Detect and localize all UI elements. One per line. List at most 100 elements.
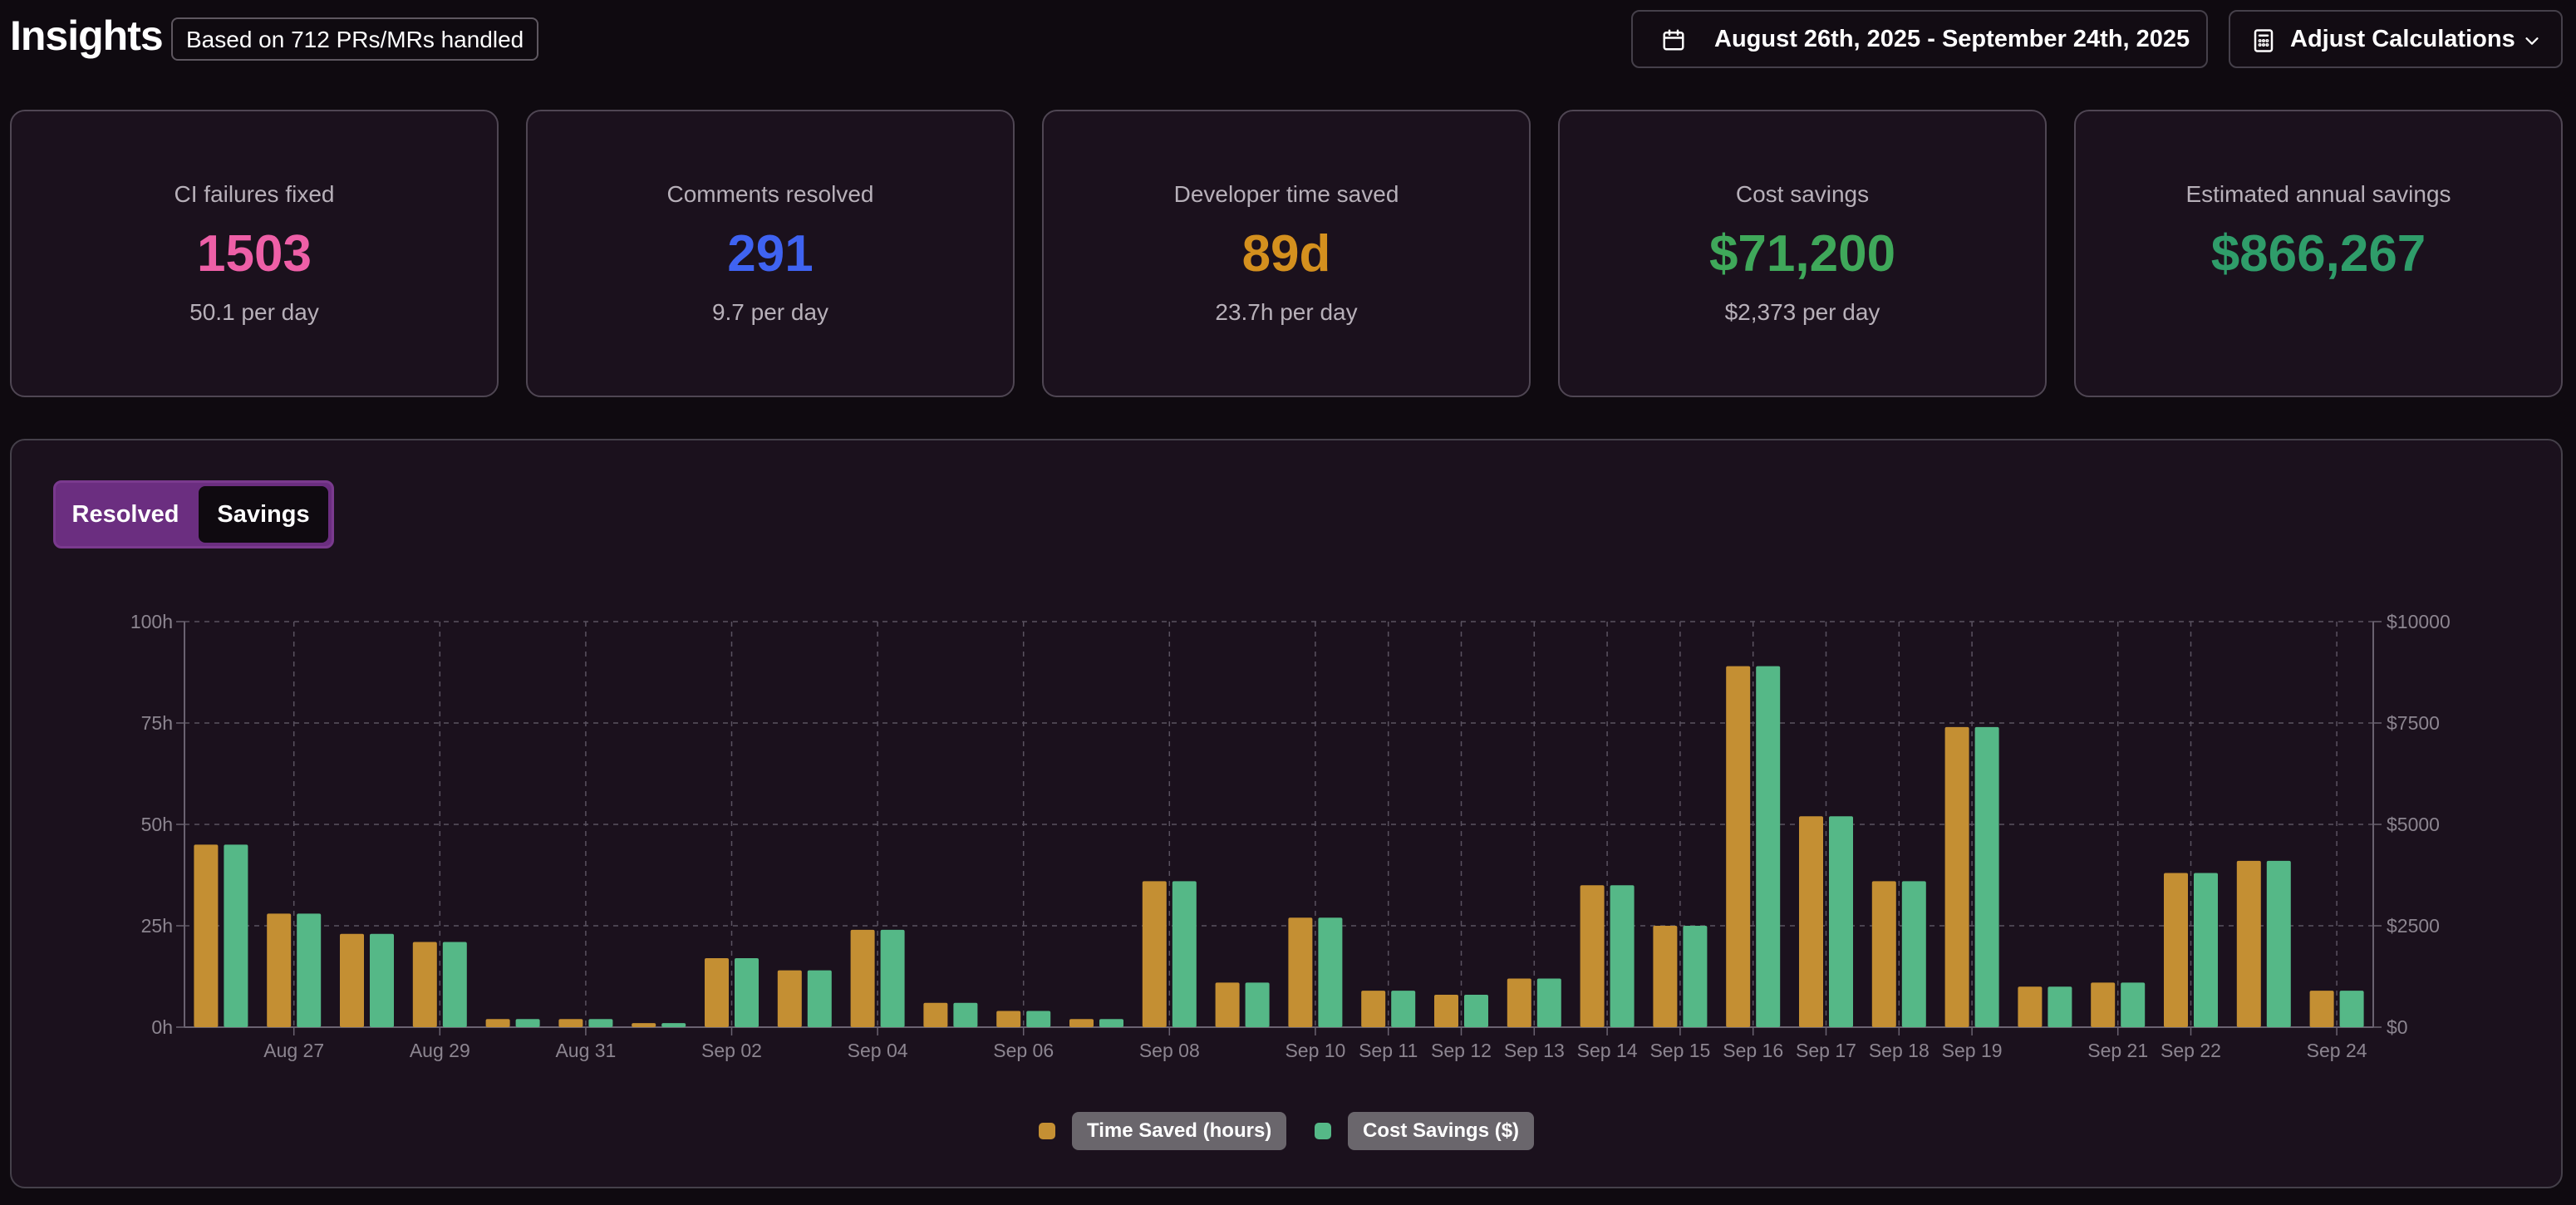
cost-savings-bar [1756, 666, 1781, 1027]
time-saved-bar [340, 933, 364, 1027]
cost-savings-bar [2121, 982, 2146, 1027]
cost-savings-bar [1829, 816, 1853, 1027]
y-right-tick-label: $10000 [2387, 611, 2451, 632]
time-saved-bar [1142, 881, 1167, 1027]
cost-savings-bar [2048, 986, 2072, 1027]
x-tick-label: Sep 21 [2087, 1040, 2148, 1061]
x-tick-label: Sep 12 [1431, 1040, 1492, 1061]
x-tick-label: Aug 27 [263, 1040, 324, 1061]
stat-card-cost-savings: Cost savings $71,200 $2,373 per day [1558, 110, 2047, 397]
stat-label: Comments resolved [666, 181, 874, 207]
x-tick-label: Sep 24 [2307, 1040, 2367, 1061]
time-saved-bar [1580, 885, 1605, 1027]
cost-savings-bar [2339, 991, 2364, 1027]
chart-legend: Time Saved (hours) Cost Savings ($) [12, 1112, 2561, 1150]
cost-savings-bar [224, 844, 248, 1027]
stat-card-ci-failures: CI failures fixed 1503 50.1 per day [10, 110, 499, 397]
y-left-tick-label: 0h [151, 1016, 173, 1038]
cost-savings-bar [515, 1019, 540, 1027]
time-saved-bar [923, 1002, 948, 1027]
time-saved-bar [1799, 816, 1823, 1027]
time-saved-bar [1434, 994, 1458, 1027]
cost-savings-bar [880, 929, 905, 1027]
stat-label: CI failures fixed [174, 181, 335, 207]
time-saved-bar [2309, 991, 2334, 1027]
cost-savings-bar [297, 913, 322, 1027]
cost-savings-bar [2266, 860, 2291, 1027]
adjust-calculations-label: Adjust Calculations [2290, 26, 2515, 52]
cost-savings-bar [1172, 881, 1197, 1027]
time-saved-bar [267, 913, 292, 1027]
x-tick-label: Sep 08 [1139, 1040, 1200, 1061]
view-toggle: Resolved Savings [53, 480, 334, 548]
time-saved-bar [412, 942, 437, 1027]
y-left-tick-label: 50h [141, 814, 173, 835]
time-saved-bar [705, 958, 729, 1027]
stat-card-comments-resolved: Comments resolved 291 9.7 per day [526, 110, 1015, 397]
time-saved-bar [194, 844, 219, 1027]
stat-subtext: 23.7h per day [1215, 299, 1358, 325]
time-saved-bar [1215, 982, 1240, 1027]
x-tick-label: Sep 02 [701, 1040, 762, 1061]
stat-label: Developer time saved [1173, 181, 1399, 207]
x-tick-label: Sep 10 [1285, 1040, 1345, 1061]
cost-savings-bar [1683, 926, 1708, 1027]
cost-savings-bar [1536, 978, 1561, 1027]
y-right-tick-label: $2500 [2387, 915, 2440, 937]
cost-savings-bar [953, 1002, 978, 1027]
time-saved-bar [2091, 982, 2116, 1027]
y-right-tick-label: $0 [2387, 1016, 2408, 1038]
y-right-tick-label: $7500 [2387, 712, 2440, 734]
x-tick-label: Sep 22 [2161, 1040, 2221, 1061]
time-saved-bar [996, 1011, 1021, 1027]
cost-savings-bar [1318, 917, 1343, 1027]
cost-savings-bar [1391, 991, 1416, 1027]
time-saved-bar [485, 1019, 510, 1027]
calculator-icon [2252, 28, 2275, 57]
x-tick-label: Sep 13 [1504, 1040, 1565, 1061]
savings-bar-chart: 0h 25h 50h 75h 100h $0 $2500 $5000 $7500 $10000 Au… [130, 611, 2451, 1061]
time-saved-bar [1871, 881, 1896, 1027]
time-saved-bar [777, 970, 802, 1027]
legend-label-time-saved: Time Saved (hours) [1072, 1112, 1287, 1150]
tab-savings[interactable]: Savings [199, 486, 328, 543]
cost-savings-bar [1974, 726, 1999, 1027]
x-tick-label: Sep 15 [1649, 1040, 1710, 1061]
cost-savings-bar [442, 942, 467, 1027]
cost-savings-bar [1610, 885, 1635, 1027]
time-saved-bar [2236, 860, 2261, 1027]
legend-swatch-cost-savings [1315, 1123, 1331, 1139]
x-tick-label: Sep 19 [1942, 1040, 2003, 1061]
legend-swatch-time-saved [1039, 1123, 1055, 1139]
stat-label: Estimated annual savings [2185, 181, 2451, 207]
y-left-tick-label: 75h [141, 712, 173, 734]
tab-resolved[interactable]: Resolved [71, 501, 179, 528]
cost-savings-bar [1901, 881, 1926, 1027]
prs-handled-badge: Based on 712 PRs/MRs handled [171, 17, 539, 61]
stat-card-developer-time-saved: Developer time saved 89d 23.7h per day [1042, 110, 1531, 397]
x-tick-label: Sep 11 [1359, 1040, 1418, 1061]
cost-savings-bar [1026, 1011, 1051, 1027]
cost-savings-bar [588, 1019, 613, 1027]
cost-savings-bar [370, 933, 394, 1027]
stat-card-estimated-annual-savings: Estimated annual savings $866,267 [2074, 110, 2563, 397]
stat-value: $866,267 [2210, 225, 2426, 283]
stat-subtext: 9.7 per day [711, 299, 829, 325]
cost-savings-bar [1245, 982, 1270, 1027]
stat-value: 291 [727, 225, 814, 283]
time-saved-bar [850, 929, 875, 1027]
time-saved-bar [2018, 986, 2043, 1027]
legend-label-cost-savings: Cost Savings ($) [1348, 1112, 1535, 1150]
calendar-icon [1661, 27, 1686, 57]
page-title: Insights [10, 12, 164, 59]
time-saved-bar [1361, 991, 1386, 1027]
cost-savings-bar [1099, 1019, 1123, 1027]
y-left-tick-label: 25h [141, 915, 173, 937]
x-tick-label: Aug 29 [410, 1040, 470, 1061]
stat-value: 89d [1241, 225, 1331, 283]
cost-savings-bar [1464, 994, 1488, 1027]
x-tick-label: Aug 31 [555, 1040, 616, 1061]
adjust-calculations-button[interactable]: Adjust Calculations [2229, 10, 2563, 68]
time-saved-bar [1653, 926, 1678, 1027]
date-range-picker-button[interactable]: August 26th, 2025 - September 24th, 2025 [1631, 10, 2208, 68]
